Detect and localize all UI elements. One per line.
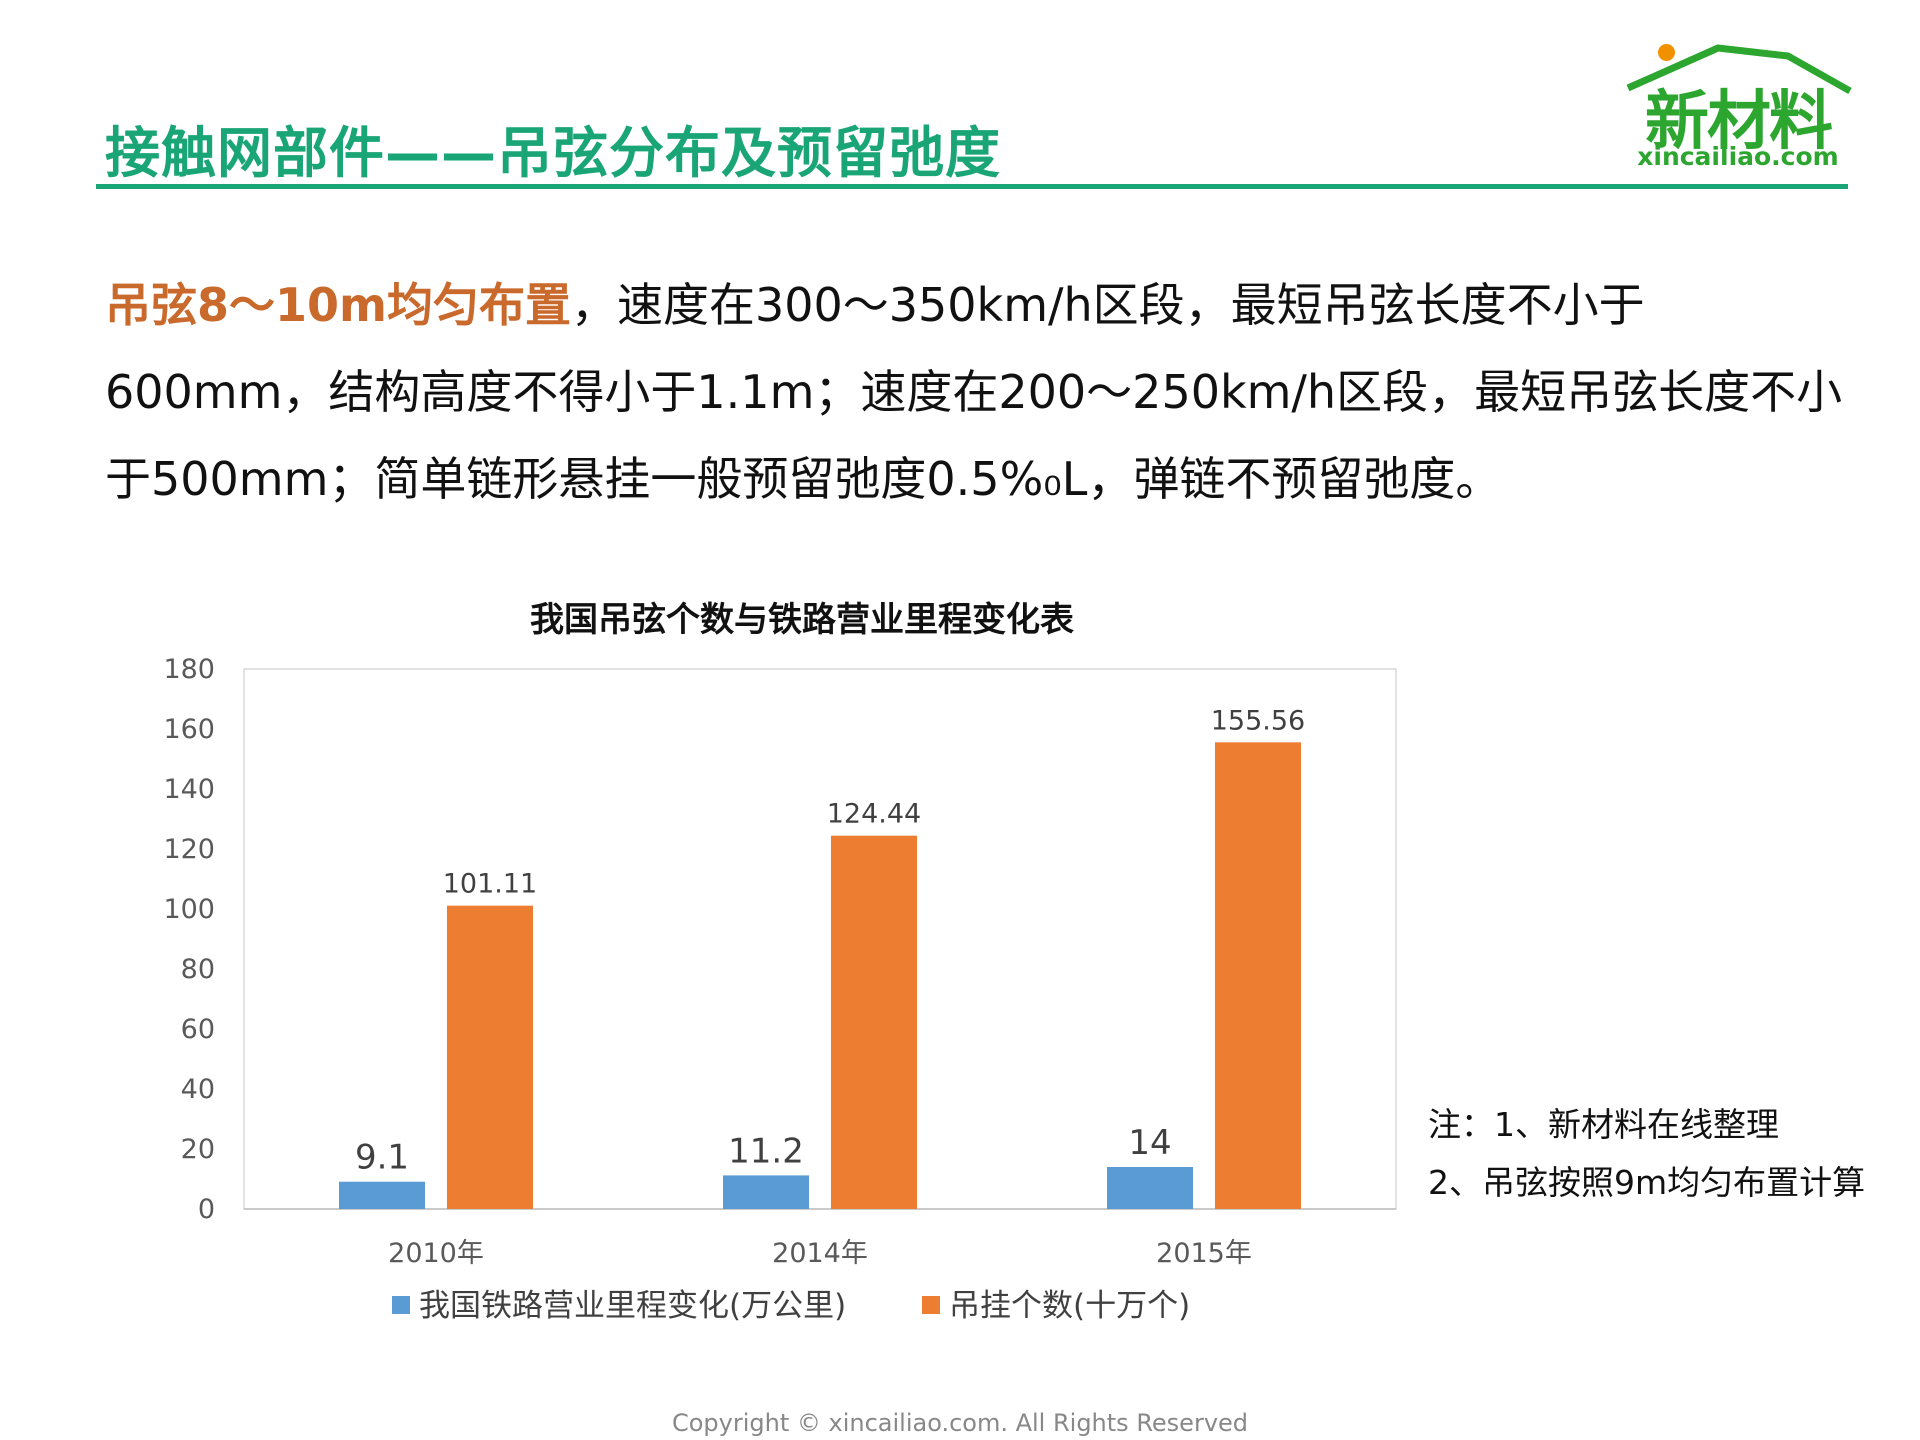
legend-swatch <box>392 1296 410 1314</box>
legend-swatch <box>922 1296 940 1314</box>
description-text: ，速度在300～350km/h区段，最短吊弦长度不小于600mm，结构高度不得小… <box>105 278 1843 506</box>
chart-title: 我国吊弦个数与铁路营业里程变化表 <box>530 600 1074 640</box>
data-label: 101.11 <box>443 869 537 900</box>
data-label: 9.1 <box>355 1138 409 1178</box>
note-line-1: 注：1、新材料在线整理 <box>1428 1105 1779 1144</box>
x-tick-label: 2015年 <box>1156 1238 1252 1269</box>
data-label: 11.2 <box>728 1131 804 1171</box>
y-tick-label: 40 <box>181 1074 215 1105</box>
note-line-2: 2、吊弦按照9m均匀布置计算 <box>1428 1163 1866 1202</box>
y-tick-label: 80 <box>181 954 215 985</box>
description-highlight: 吊弦8～10m均匀布置 <box>105 278 571 332</box>
house-roof-icon <box>1626 44 1852 95</box>
y-tick-label: 140 <box>163 774 215 805</box>
y-tick-label: 120 <box>163 834 215 865</box>
x-tick-label: 2014年 <box>772 1238 868 1269</box>
notes-block: 注：1、新材料在线整理 2、吊弦按照9m均匀布置计算 <box>1428 1096 1865 1212</box>
y-axis-ticks: 0 20 40 60 80 100 120 140 160 180 <box>163 654 215 1225</box>
y-tick-label: 100 <box>163 894 215 925</box>
chart-legend: 我国铁路营业里程变化(万公里) 吊挂个数(十万个) <box>392 1288 1190 1324</box>
bar-series-1 <box>339 1181 425 1209</box>
x-tick-label: 2010年 <box>388 1238 484 1269</box>
data-label: 14 <box>1128 1123 1171 1163</box>
y-tick-label: 0 <box>198 1194 215 1225</box>
bar-series-2 <box>831 835 917 1209</box>
logo-brand-text: 新材料 <box>1645 85 1833 159</box>
sun-dot-icon <box>1658 44 1675 61</box>
data-label: 155.56 <box>1211 705 1305 736</box>
data-label: 124.44 <box>827 799 921 830</box>
y-tick-label: 160 <box>163 714 215 745</box>
bar-series-2 <box>1215 742 1301 1209</box>
brand-logo: 新材料 xincailiao.com <box>1618 36 1858 176</box>
description-paragraph: 吊弦8～10m均匀布置，速度在300～350km/h区段，最短吊弦长度不小于60… <box>105 262 1845 523</box>
legend-label: 我国铁路营业里程变化(万公里) <box>419 1288 846 1324</box>
title-divider <box>96 184 1848 189</box>
legend-label: 吊挂个数(十万个) <box>949 1288 1190 1324</box>
y-tick-label: 20 <box>181 1134 215 1165</box>
page-title: 接触网部件——吊弦分布及预留弛度 <box>105 121 1002 185</box>
logo-url-text: xincailiao.com <box>1637 142 1839 171</box>
copyright-footer: Copyright © xincailiao.com. All Rights R… <box>671 1409 1249 1437</box>
x-axis-ticks: 2010年 2014年 2015年 <box>388 1238 1252 1269</box>
y-tick-label: 60 <box>181 1014 215 1045</box>
bar-series-1 <box>1107 1167 1193 1209</box>
bar-group: 9.1 101.11 11.2 124.44 14 155.56 <box>339 705 1305 1209</box>
bar-series-1 <box>723 1175 809 1209</box>
y-tick-label: 180 <box>163 654 215 685</box>
bar-series-2 <box>447 905 533 1209</box>
